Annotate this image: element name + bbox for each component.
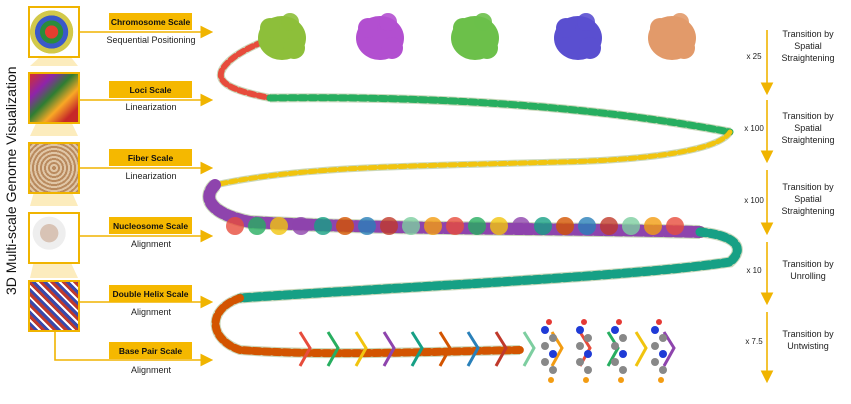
thumbnail-double-helix [28, 280, 80, 332]
connector-lines [54, 25, 214, 367]
base-pair [354, 331, 368, 367]
base-pair [466, 331, 480, 367]
base-pair [634, 331, 648, 367]
base-pair [662, 331, 676, 367]
base-pair [494, 331, 508, 367]
tag-base-pair-scale: Base Pair Scale [109, 342, 192, 359]
transition-1: Transition by Spatial Straightening [781, 29, 835, 63]
chromosome-blob [648, 13, 696, 60]
caption-base-pair: Alignment [130, 365, 172, 375]
molecule [576, 319, 592, 383]
base-pair [410, 331, 424, 367]
base-pair [382, 331, 396, 367]
transition-5: Transition by Untwisting [782, 329, 834, 351]
tag-double-helix-scale: Double Helix Scale [109, 285, 192, 302]
transition-3: Transition by Spatial Straightening [781, 182, 835, 216]
chromosome-blobs [258, 13, 696, 60]
chromosome-blob [258, 13, 306, 60]
caption-nucleosome: Alignment [130, 239, 172, 249]
chromosome-blob [554, 13, 602, 60]
molecule [541, 319, 557, 383]
caption-double-helix: Alignment [130, 307, 172, 317]
tag-fiber-scale: Fiber Scale [109, 149, 192, 166]
factor-5: x 7.5 [745, 337, 763, 346]
thumbnail-chromosome [28, 6, 80, 58]
base-pair [326, 331, 340, 367]
transition-2: Transition by Spatial Straightening [781, 111, 835, 145]
base-pair [438, 331, 452, 367]
transition-4: Transition by Unrolling [782, 259, 834, 281]
chromosome-blob [356, 13, 404, 60]
thumbnail-fiber [28, 142, 80, 194]
thumbnail-loci [28, 72, 80, 124]
molecule [611, 319, 627, 383]
base-pair [522, 331, 536, 367]
factor-1: x 25 [746, 52, 762, 61]
base-pair [298, 331, 312, 367]
molecule [651, 319, 667, 383]
chromosome-blob [451, 13, 499, 60]
factor-2: x 100 [744, 124, 764, 133]
factor-4: x 10 [746, 266, 762, 275]
factor-3: x 100 [744, 196, 764, 205]
tag-chromosome-scale: Chromosome Scale [109, 13, 192, 30]
caption-loci: Linearization [125, 102, 177, 112]
tag-nucleosome-scale: Nucleosome Scale [109, 217, 192, 234]
thumbnail-nucleosome [28, 212, 80, 264]
caption-fiber: Linearization [125, 171, 177, 181]
base-pair-molecules [298, 319, 676, 383]
genome-chain [202, 26, 743, 359]
caption-chromosome: Sequential Positioning [106, 35, 196, 45]
tag-loci-scale: Loci Scale [109, 81, 192, 98]
